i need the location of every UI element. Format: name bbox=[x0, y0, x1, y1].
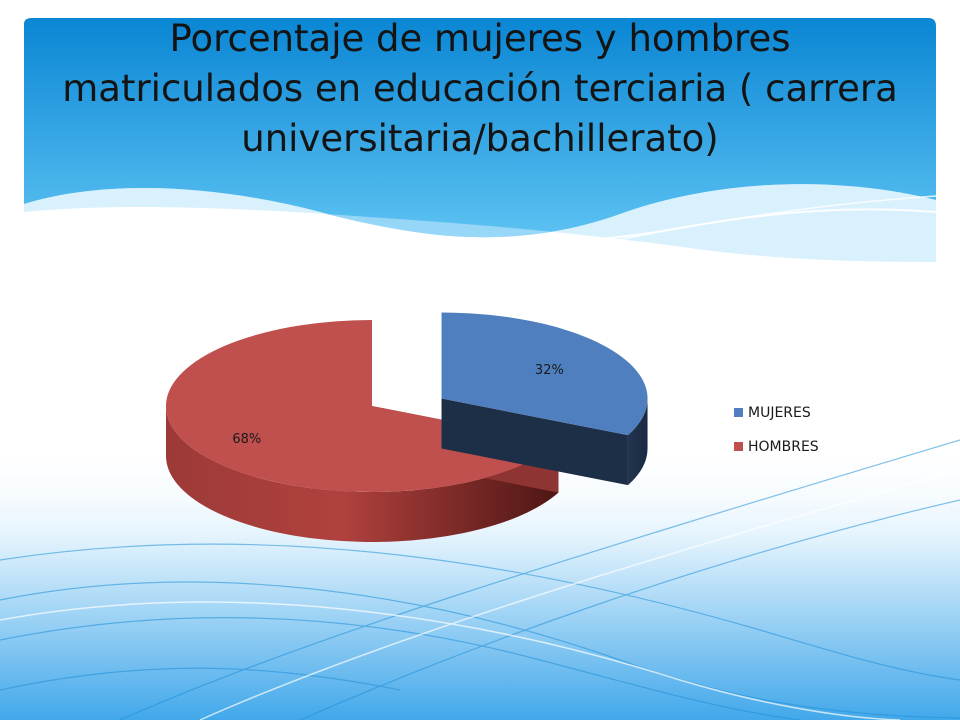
pie-slice-mujeres bbox=[441, 312, 648, 486]
legend-entry-hombres: HOMBRES bbox=[734, 439, 819, 455]
pie-side-hombres bbox=[166, 406, 559, 542]
chart-legend: MUJERES HOMBRES bbox=[734, 405, 819, 455]
title-banner bbox=[24, 18, 936, 238]
data-label-hombres: 68% bbox=[232, 432, 261, 447]
legend-label: MUJERES bbox=[748, 405, 811, 421]
legend-entry-mujeres: MUJERES bbox=[734, 405, 811, 421]
legend-swatch bbox=[734, 408, 743, 417]
data-label-mujeres: 32% bbox=[535, 363, 564, 378]
legend-swatch bbox=[734, 442, 743, 451]
pie-top-mujeres bbox=[441, 312, 648, 436]
slide-title: Porcentaje de mujeres y hombres matricul… bbox=[62, 17, 898, 160]
legend-label: HOMBRES bbox=[748, 439, 819, 455]
pie-side-mujeres bbox=[627, 398, 648, 486]
